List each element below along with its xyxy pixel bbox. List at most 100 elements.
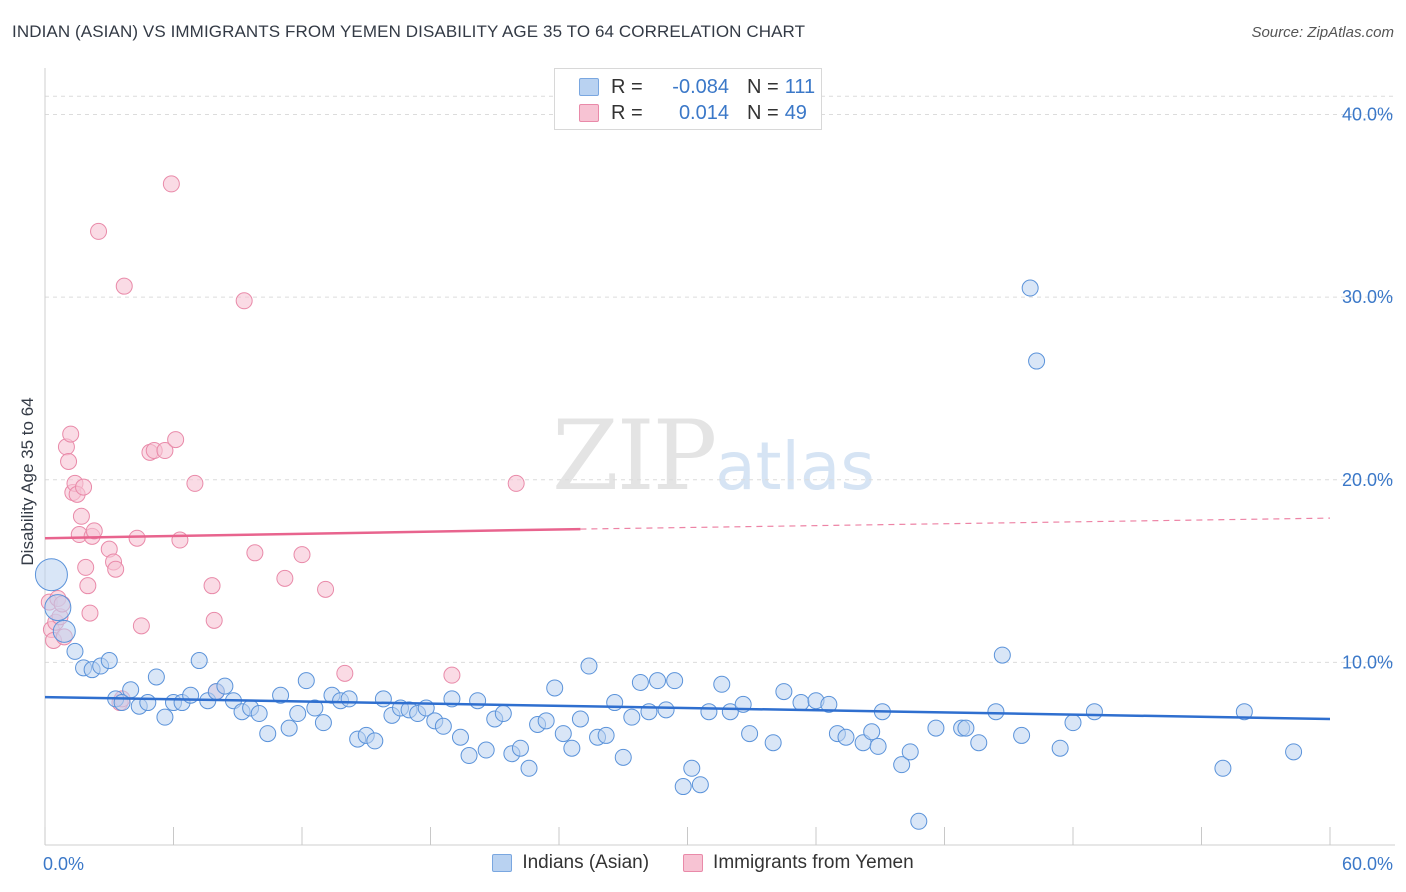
trend-line-yemen-extension <box>580 517 1331 530</box>
point-indians <box>147 668 165 686</box>
point-indians <box>250 705 268 723</box>
point-yemen <box>107 560 125 578</box>
point-indians <box>1051 739 1069 757</box>
point-indians <box>674 778 692 796</box>
point-yemen <box>293 546 311 564</box>
point-yemen <box>72 507 90 525</box>
point-indians <box>869 737 887 755</box>
point-indians <box>1021 279 1039 297</box>
point-yemen <box>336 664 354 682</box>
point-indians <box>190 652 208 670</box>
point-indians <box>511 739 529 757</box>
point-indians <box>764 734 782 752</box>
point-indians <box>297 672 315 690</box>
point-indians <box>837 728 855 746</box>
point-indians <box>122 681 140 699</box>
point-yemen <box>162 175 180 193</box>
point-yemen <box>167 431 185 449</box>
point-yemen <box>186 474 204 492</box>
legend-label-yemen: Immigrants from Yemen <box>713 852 914 873</box>
point-indians <box>614 748 632 766</box>
x-tick-label: 0.0% <box>43 854 84 874</box>
point-indians <box>893 756 911 774</box>
legend-r-label: R = <box>611 75 643 98</box>
legend-r-value: 0.014 <box>678 101 729 124</box>
legend-swatch-pink <box>579 104 599 122</box>
point-indians <box>272 686 290 704</box>
y-tick-label: 30.0% <box>1342 287 1393 307</box>
point-indians <box>775 683 793 701</box>
point-indians <box>451 728 469 746</box>
point-indians <box>666 672 684 690</box>
legend-item-indians[interactable]: Indians (Asian) <box>492 852 649 874</box>
point-yemen <box>443 666 461 684</box>
point-indians <box>571 710 589 728</box>
legend-n-label: N = <box>747 75 779 98</box>
stats-legend: R = -0.084 N = 111 R = 0.014 N = 49 <box>554 68 822 130</box>
legend-item-yemen[interactable]: Immigrants from Yemen <box>683 852 914 874</box>
point-indians <box>563 739 581 757</box>
watermark-zip: ZIP <box>552 400 717 512</box>
point-indians <box>340 690 358 708</box>
point-yemen <box>85 522 103 540</box>
point-indians <box>1285 743 1303 761</box>
legend-row-yemen: R = 0.014 N = 49 <box>579 100 807 126</box>
trend-line-indians <box>44 695 1331 721</box>
source-label: Source: ZipAtlas.com <box>1251 24 1394 41</box>
point-yemen <box>276 569 294 587</box>
point-yemen <box>246 544 264 562</box>
point-yemen <box>90 222 108 240</box>
axes <box>44 68 1395 846</box>
point-yemen <box>203 577 221 595</box>
legend-swatch-pink <box>683 854 704 872</box>
point-yemen <box>205 611 223 629</box>
y-tick-label: 10.0% <box>1342 652 1393 672</box>
point-indians <box>649 672 667 690</box>
y-axis-label: Disability Age 35 to 64 <box>18 397 37 565</box>
point-indians <box>901 743 919 761</box>
point-indians <box>910 812 928 830</box>
point-indians <box>792 694 810 712</box>
point-indians <box>494 705 512 723</box>
point-yemen <box>60 453 78 470</box>
y-tick-label: 20.0% <box>1342 470 1393 490</box>
point-indians <box>66 642 84 660</box>
point-indians <box>713 675 731 693</box>
point-yemen <box>81 604 99 622</box>
point-indians <box>700 703 718 721</box>
point-indians <box>657 701 675 719</box>
point-indians <box>469 692 487 710</box>
point-indians <box>623 708 641 726</box>
point-yemen <box>77 558 95 576</box>
point-indians <box>820 695 838 713</box>
point-indians <box>314 714 332 732</box>
legend-r-label: R = <box>611 101 643 124</box>
point-yemen <box>132 617 150 635</box>
point-indians <box>259 725 277 743</box>
point-yemen <box>62 425 80 443</box>
legend-n-value: 49 <box>784 101 807 124</box>
point-indians <box>366 732 384 750</box>
point-indians <box>1028 352 1046 370</box>
point-indians <box>1064 714 1082 732</box>
legend-n-label: N = <box>747 101 779 124</box>
point-indians <box>631 673 649 691</box>
point-indians <box>691 776 709 794</box>
point-indians <box>1235 703 1253 721</box>
axis-labels: 10.0% 20.0% 30.0% 40.0% 0.0% 60.0% Disability … <box>18 105 1393 874</box>
point-indians <box>683 759 701 777</box>
point-indians <box>289 705 307 723</box>
point-indians <box>863 723 881 741</box>
series-indians-asian <box>34 279 1303 830</box>
trend-line-yemen <box>44 527 581 540</box>
point-indians <box>1013 726 1031 744</box>
point-yemen <box>79 577 97 595</box>
point-indians <box>156 708 174 726</box>
point-yemen <box>171 531 189 549</box>
point-indians <box>993 646 1011 664</box>
point-indians <box>927 719 945 737</box>
grid <box>45 95 1395 663</box>
legend-swatch-blue <box>492 854 513 872</box>
point-indians <box>434 717 452 735</box>
point-indians <box>216 677 234 695</box>
